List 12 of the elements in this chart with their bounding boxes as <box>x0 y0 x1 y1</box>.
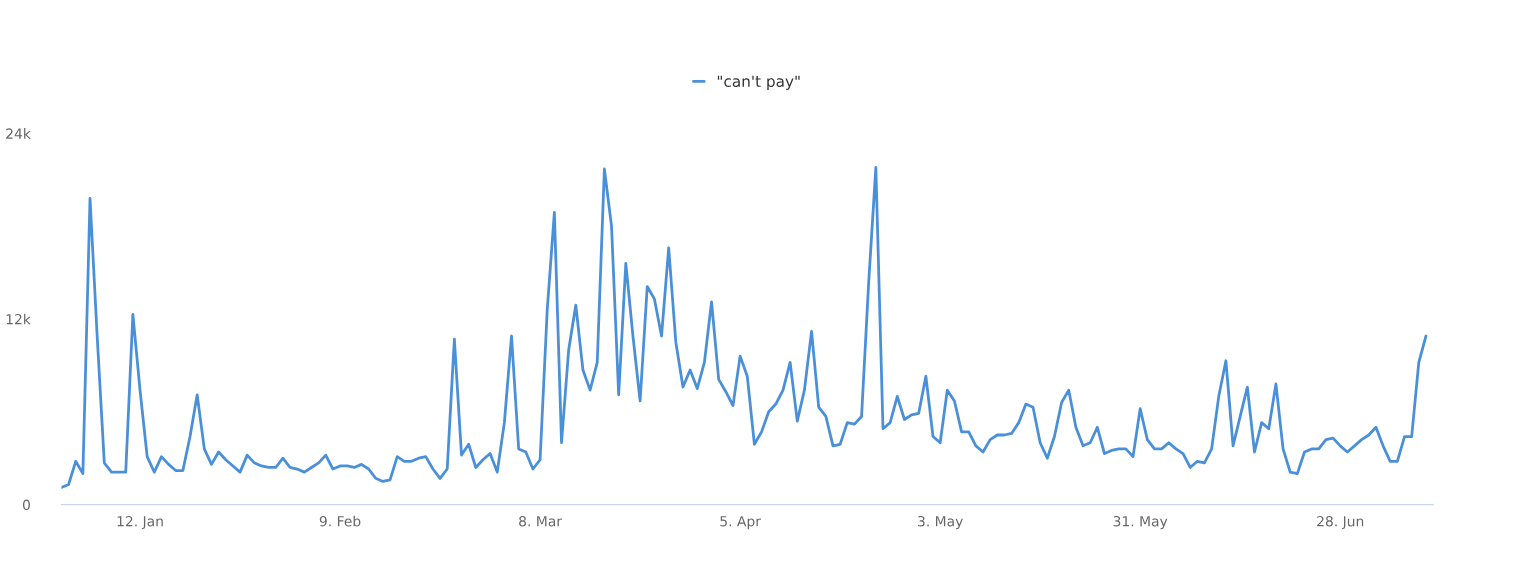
x-tick-label: 9. Feb <box>319 515 361 527</box>
y-tick-label: 24k <box>6 128 31 139</box>
x-tick-label: 3. May <box>918 515 963 530</box>
x-tick-label: 12. Jan <box>117 515 163 530</box>
x-tick-label: 5. Apr <box>720 516 761 530</box>
x-tick-label: 8. Mar <box>519 515 563 527</box>
y-tick-label: 12k <box>6 313 31 325</box>
y-tick-label: 0 <box>22 499 30 511</box>
legend-label: "can't pay" <box>717 75 800 90</box>
line-series <box>61 166 1428 489</box>
x-tick-label: 31. May <box>1113 515 1168 530</box>
x-tick-label: 28. Jun <box>1317 515 1364 530</box>
